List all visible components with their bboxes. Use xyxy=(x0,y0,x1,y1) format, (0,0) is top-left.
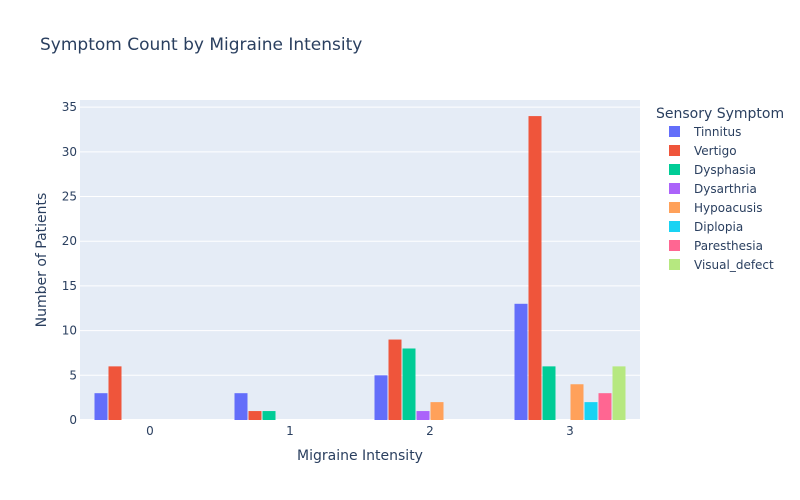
bar-tinnitus-1[interactable] xyxy=(234,393,248,420)
bar-dysarthria-2[interactable] xyxy=(416,411,430,420)
y-tick-label: 30 xyxy=(62,145,77,159)
bar-hypoacusis-2[interactable] xyxy=(430,402,444,420)
legend-item-label[interactable]: Diplopia xyxy=(694,220,743,234)
bars-group xyxy=(94,116,626,420)
legend-swatch[interactable] xyxy=(669,126,680,137)
legend-swatch[interactable] xyxy=(669,202,680,213)
legend-item-label[interactable]: Dysphasia xyxy=(694,163,756,177)
legend-item-label[interactable]: Vertigo xyxy=(694,144,737,158)
bar-diplopia-3[interactable] xyxy=(584,402,598,420)
y-tick-labels: 0 5 10 15 20 25 30 35 xyxy=(62,100,77,427)
legend: Sensory Symptom Tinnitus Vertigo Dysphasia… xyxy=(656,106,784,272)
legend-title: Sensory Symptom xyxy=(656,106,784,122)
bar-dysphasia-2[interactable] xyxy=(402,348,416,420)
y-tick-label: 15 xyxy=(62,279,77,293)
chart-title: Symptom Count by Migraine Intensity xyxy=(40,35,362,55)
y-tick-label: 5 xyxy=(69,368,77,382)
legend-item-label[interactable]: Visual_defect xyxy=(694,258,774,272)
x-tick-labels: 0 1 2 3 xyxy=(146,424,574,438)
bar-vertigo-1[interactable] xyxy=(248,411,262,420)
bar-paresthesia-3[interactable] xyxy=(598,393,612,420)
legend-item-label[interactable]: Paresthesia xyxy=(694,239,763,253)
y-tick-label: 20 xyxy=(62,234,77,248)
legend-swatch[interactable] xyxy=(669,145,680,156)
bar-vertigo-3[interactable] xyxy=(528,116,542,420)
y-axis-title: Number of Patients xyxy=(34,193,50,328)
bar-dysphasia-3[interactable] xyxy=(542,366,556,420)
legend-item-label[interactable]: Tinnitus xyxy=(693,125,741,139)
x-tick-label: 2 xyxy=(426,424,434,438)
plot-area xyxy=(80,100,640,420)
bar-tinnitus-0[interactable] xyxy=(94,393,108,420)
bar-visual-defect-3[interactable] xyxy=(612,366,626,420)
legend-swatch[interactable] xyxy=(669,259,680,270)
legend-item-label[interactable]: Hypoacusis xyxy=(694,201,762,215)
x-tick-label: 0 xyxy=(146,424,154,438)
y-tick-label: 10 xyxy=(62,324,77,338)
y-tick-label: 25 xyxy=(62,190,77,204)
legend-swatch[interactable] xyxy=(669,183,680,194)
bar-hypoacusis-3[interactable] xyxy=(570,384,584,420)
x-tick-label: 1 xyxy=(286,424,294,438)
bar-vertigo-0[interactable] xyxy=(108,366,122,420)
y-tick-label: 0 xyxy=(69,413,77,427)
legend-swatch[interactable] xyxy=(669,221,680,232)
x-axis-title: Migraine Intensity xyxy=(297,448,423,464)
legend-swatch[interactable] xyxy=(669,164,680,175)
x-tick-label: 3 xyxy=(566,424,574,438)
bar-tinnitus-3[interactable] xyxy=(514,303,528,420)
y-tick-label: 35 xyxy=(62,100,77,114)
bar-tinnitus-2[interactable] xyxy=(374,375,388,420)
legend-swatch[interactable] xyxy=(669,240,680,251)
bar-vertigo-2[interactable] xyxy=(388,339,402,420)
bar-dysphasia-1[interactable] xyxy=(262,411,276,420)
legend-item-label[interactable]: Dysarthria xyxy=(694,182,757,196)
